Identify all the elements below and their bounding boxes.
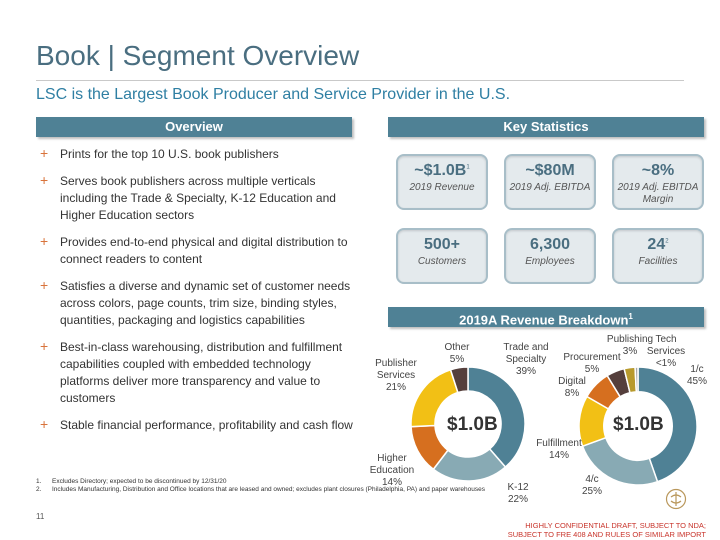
- stat-card-ebitda-margin: ~8% 2019 Adj. EBITDA Margin: [612, 154, 704, 210]
- data-label: Fulfillment 14%: [536, 438, 582, 461]
- donut-center-label-1: $1.0B: [447, 414, 498, 435]
- plus-icon: +: [40, 145, 49, 161]
- plus-icon: +: [40, 416, 49, 432]
- stat-label: Facilities: [638, 256, 678, 267]
- stat-label: 2019 Adj. EBITDA: [509, 182, 591, 193]
- data-label: Trade and Specialty 39%: [503, 342, 549, 377]
- page-title: Book | Segment Overview: [36, 40, 360, 71]
- plus-icon: +: [40, 172, 49, 188]
- donut-slice-1-c: [637, 366, 698, 483]
- stat-value: ~$1.0B: [414, 162, 467, 179]
- title-divider: [36, 80, 684, 81]
- revenue-breakdown-heading: 2019A Revenue Breakdown1: [388, 307, 704, 327]
- stat-label: 2019 Adj. EBITDA Margin: [617, 182, 699, 205]
- data-label: Publishing 3%: [606, 334, 654, 357]
- data-label: Digital 8%: [558, 376, 586, 399]
- stat-footnote-ref: 2: [665, 238, 669, 245]
- data-label: Publisher Services 21%: [375, 358, 417, 393]
- stat-card-facilities: 242 Facilities: [612, 228, 704, 284]
- footnote: 2. Includes Manufacturing, Distribution a…: [36, 486, 485, 493]
- data-label: K-12 22%: [507, 482, 529, 505]
- key-statistics-heading: Key Statistics: [388, 117, 704, 137]
- stat-card-employees: 6,300 Employees: [504, 228, 596, 284]
- donut-center-label-2: $1.0B: [613, 414, 664, 435]
- page-subtitle: LSC is the Largest Book Producer and Ser…: [36, 86, 511, 103]
- list-item: + Satisfies a diverse and dynamic set of …: [40, 277, 351, 327]
- list-item: + Stable financial performance, profitabi…: [40, 416, 353, 432]
- stat-value: 24: [647, 236, 666, 253]
- stat-label: Customers: [417, 256, 467, 267]
- donut-slice-trade-and-specialty: [467, 366, 526, 469]
- revenue-donut-chart-1: [410, 366, 526, 482]
- stat-card-customers: 500+ Customers: [396, 228, 488, 284]
- overview-bullet-list: + Prints for the top 10 U.S. book publish…: [40, 145, 360, 444]
- stat-label: Employees: [525, 256, 575, 267]
- data-label: Procurement 5%: [563, 352, 621, 375]
- stat-card-ebitda: ~$80M 2019 Adj. EBITDA: [504, 154, 596, 210]
- stat-value: 6,300: [529, 236, 571, 253]
- stat-card-revenue: ~$1.0B1 2019 Revenue: [396, 154, 488, 210]
- stat-label: 2019 Revenue: [409, 182, 475, 193]
- stat-value: ~$80M: [525, 162, 575, 179]
- list-item: + Provides end-to-end physical and digita…: [40, 233, 348, 266]
- stat-footnote-ref: 1: [466, 164, 470, 171]
- donut-slice-other: [449, 366, 469, 394]
- company-logo-icon: [665, 488, 687, 510]
- data-label: Other 5%: [444, 342, 470, 365]
- footnote: 1. Excludes Directory; expected to be dis…: [36, 478, 227, 485]
- donut-slice-tech-services: [634, 366, 639, 393]
- plus-icon: +: [40, 277, 49, 293]
- stat-value: ~8%: [641, 162, 675, 179]
- data-label: Tech Services <1%: [646, 334, 686, 369]
- data-label: Higher Education 14%: [369, 453, 415, 488]
- list-item: + Prints for the top 10 U.S. book publish…: [40, 145, 279, 161]
- plus-icon: +: [40, 338, 49, 354]
- footnotes: 1. Excludes Directory; expected to be dis…: [36, 478, 485, 494]
- page-number: 11: [36, 512, 45, 521]
- data-label: 1/c 45%: [686, 364, 707, 387]
- confidentiality-notice: HIGHLY CONFIDENTIAL DRAFT, SUBJECT TO ND…: [507, 521, 706, 539]
- stat-value: 500+: [423, 236, 461, 253]
- data-label: 4/c 25%: [581, 474, 602, 497]
- list-item: + Serves book publishers across multiple …: [40, 172, 336, 222]
- list-item: + Best-in-class warehousing, distribution…: [40, 338, 343, 405]
- plus-icon: +: [40, 233, 49, 249]
- revenue-donut-chart-2: [578, 366, 698, 486]
- revenue-breakdown-title: 2019A Revenue Breakdown: [459, 312, 629, 328]
- overview-heading: Overview: [36, 117, 352, 137]
- revenue-breakdown-footnote-ref: 1: [628, 312, 633, 321]
